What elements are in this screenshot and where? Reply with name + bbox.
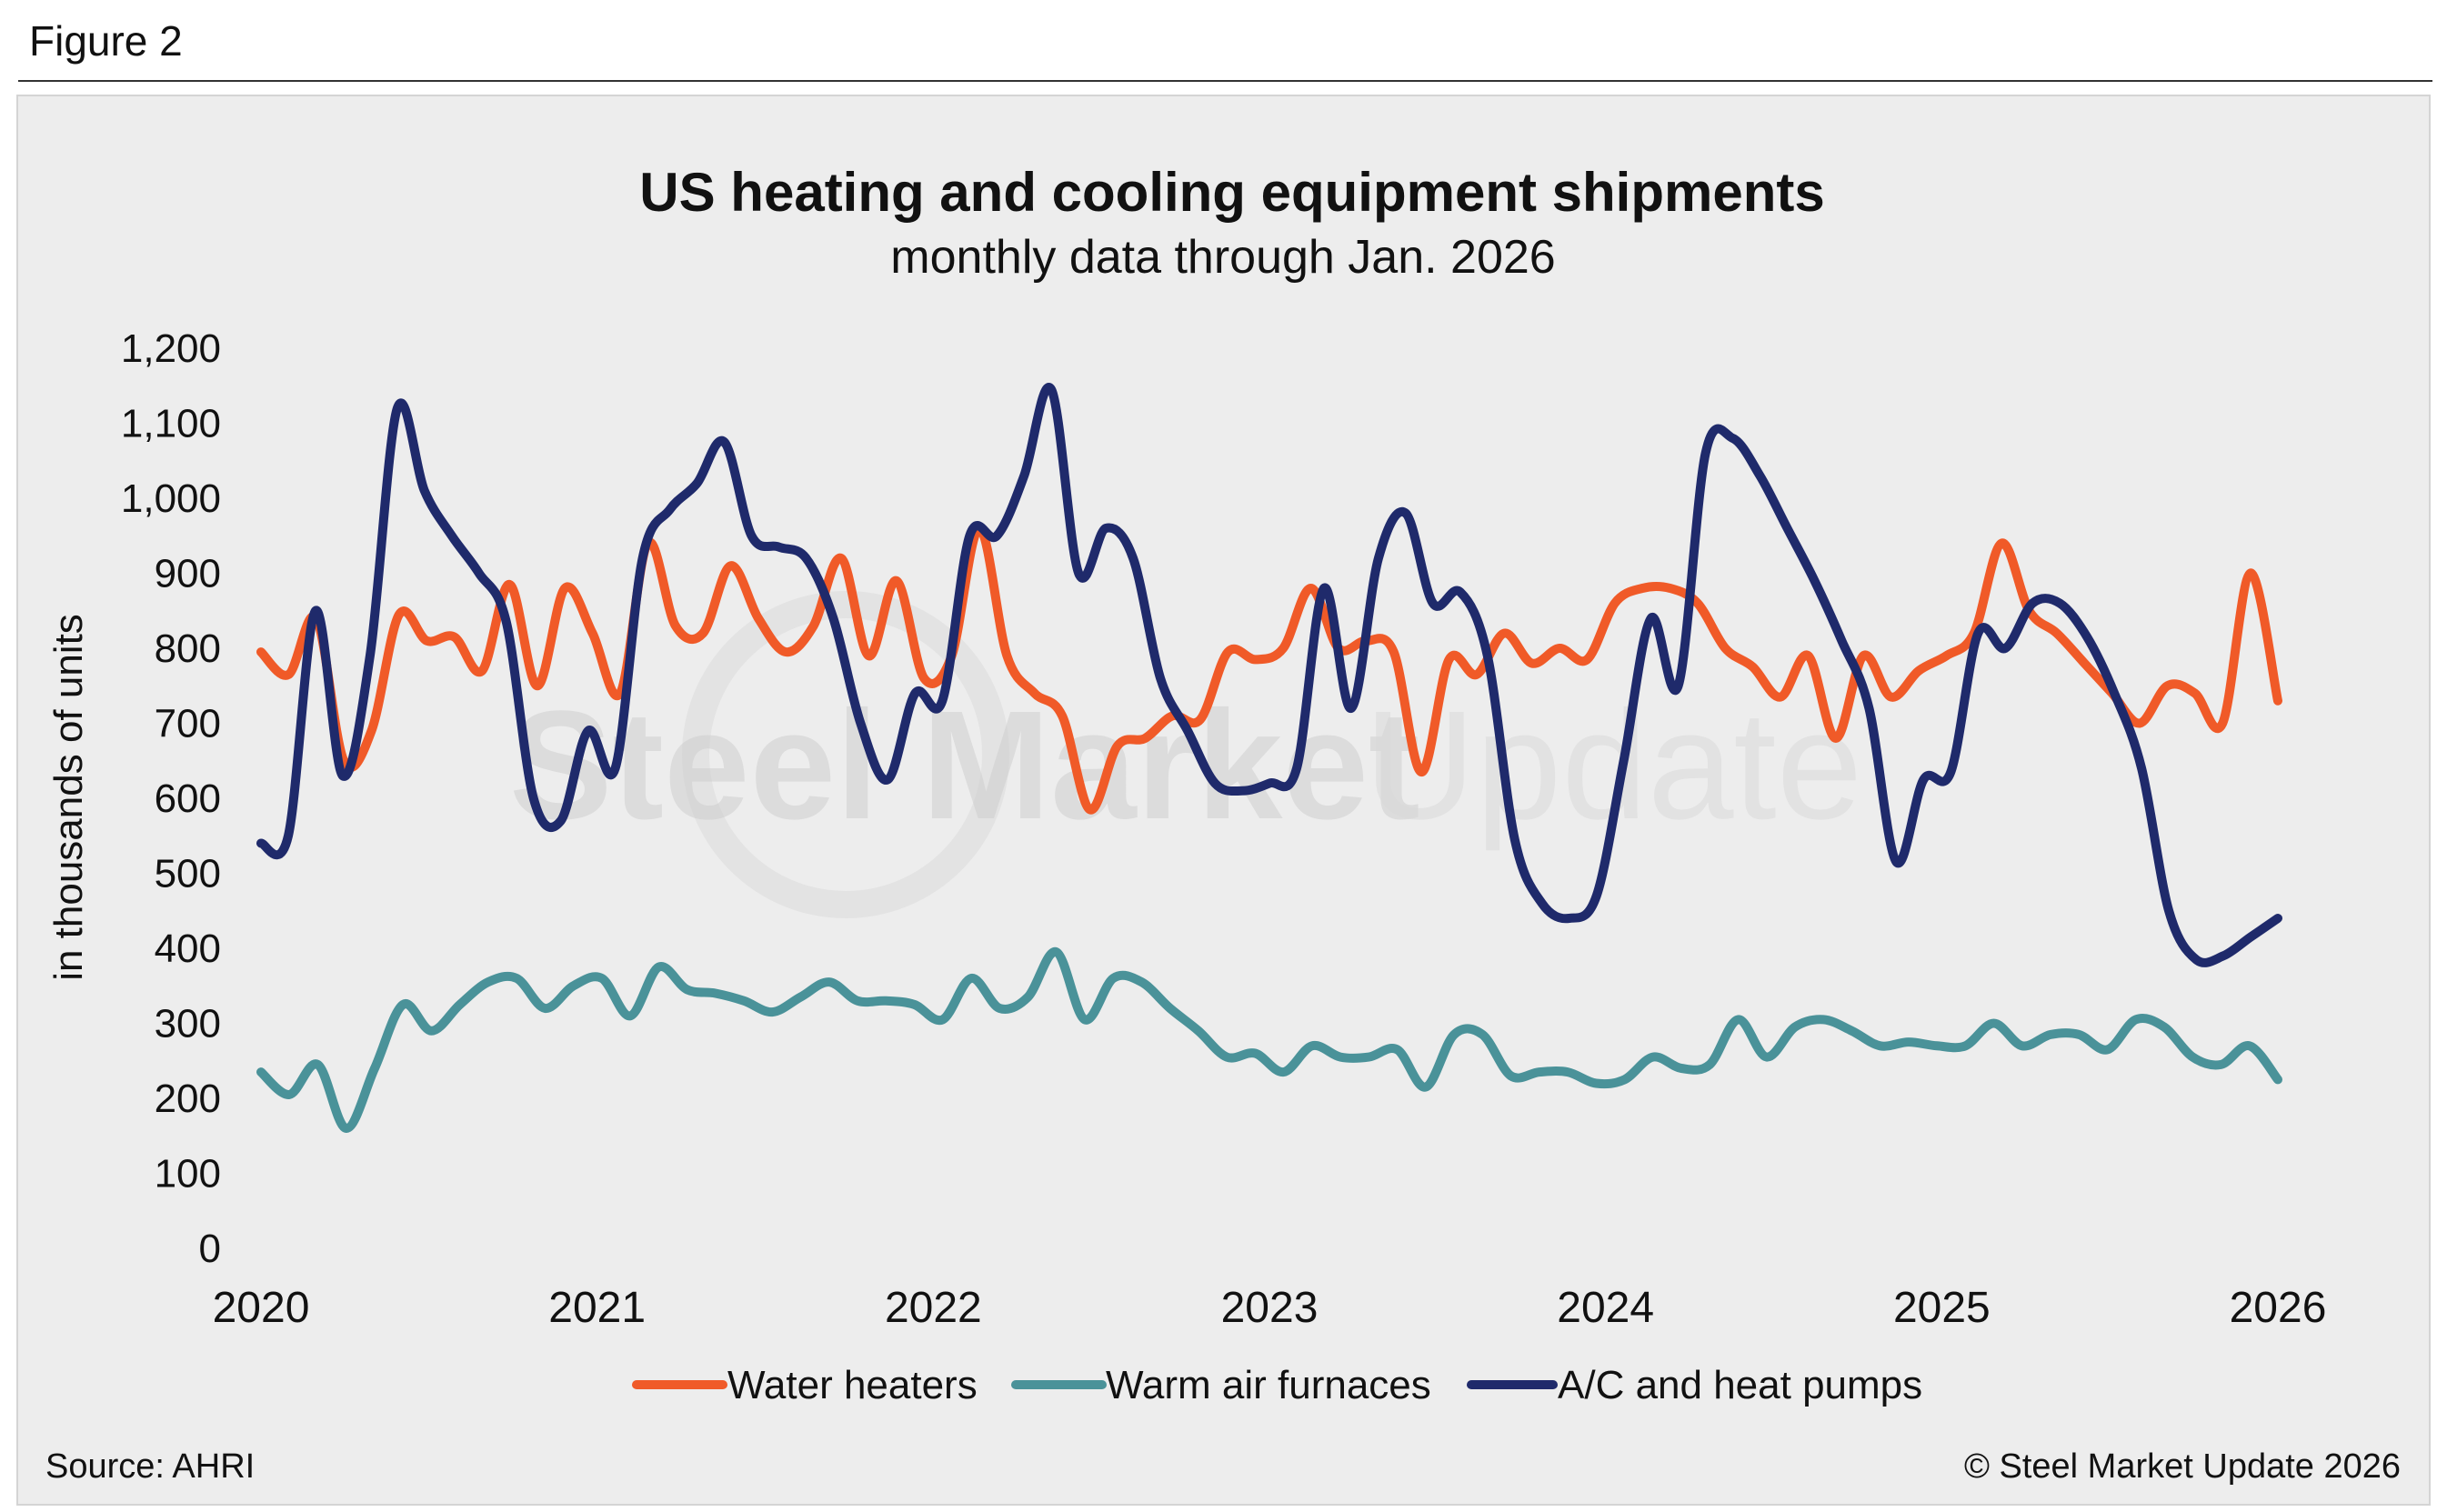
chart-subtitle: monthly data through Jan. 2026 xyxy=(890,231,1555,284)
watermark-logo-icon xyxy=(682,591,1009,918)
x-tick-label: 2025 xyxy=(1893,1284,1991,1332)
y-axis-ticks: 0 100 200 300 400 500 600 700 800 900 1,000 1,100 1,… xyxy=(121,326,221,1271)
figure-label: Figure 2 xyxy=(29,17,183,65)
x-tick-label: 2021 xyxy=(548,1284,646,1332)
y-tick-label: 300 xyxy=(155,1002,221,1046)
legend-label-ac-heat-pumps: A/C and heat pumps xyxy=(1558,1363,1922,1407)
legend: Water heaters Warm air furnaces A/C and … xyxy=(632,1363,1922,1407)
y-tick-label: 700 xyxy=(155,702,221,746)
y-tick-label: 200 xyxy=(155,1076,221,1121)
watermark-text-bold: Steel Market xyxy=(509,679,1420,852)
y-tick-label: 1,000 xyxy=(121,476,221,521)
y-tick-label: 500 xyxy=(155,852,221,896)
y-tick-label: 600 xyxy=(155,776,221,821)
y-tick-label: 0 xyxy=(199,1227,221,1271)
y-tick-label: 800 xyxy=(155,626,221,671)
y-axis-label: in thousands of units xyxy=(46,614,91,981)
y-tick-label: 1,100 xyxy=(121,402,221,446)
source-note: Source: AHRI xyxy=(45,1447,255,1486)
y-tick-label: 400 xyxy=(155,926,221,971)
top-divider xyxy=(18,80,2432,82)
series-line-warm-air-furnaces xyxy=(256,947,2282,1133)
y-tick-label: 1,200 xyxy=(121,326,221,371)
x-tick-label: 2026 xyxy=(2230,1284,2327,1332)
copyright-note: © Steel Market Update 2026 xyxy=(1964,1447,2401,1486)
x-tick-label: 2022 xyxy=(885,1284,982,1332)
y-tick-label: 900 xyxy=(155,552,221,596)
x-tick-label: 2024 xyxy=(1557,1284,1654,1332)
x-axis-ticks: 2020 2021 2022 2023 2024 2025 2026 xyxy=(213,1284,2327,1332)
legend-label-water-heaters: Water heaters xyxy=(727,1363,978,1407)
y-tick-label: 100 xyxy=(155,1152,221,1197)
chart-panel xyxy=(16,95,2431,1506)
series-line-a-c-and-heat-pumps xyxy=(256,382,2282,967)
series-line-water-heaters xyxy=(256,524,2282,815)
x-tick-label: 2020 xyxy=(213,1284,310,1332)
legend-label-warm-air-furnaces: Warm air furnaces xyxy=(1106,1363,1431,1407)
chart-title: US heating and cooling equipment shipmen… xyxy=(639,162,1824,223)
series-lines xyxy=(256,382,2282,1133)
x-tick-label: 2023 xyxy=(1221,1284,1319,1332)
